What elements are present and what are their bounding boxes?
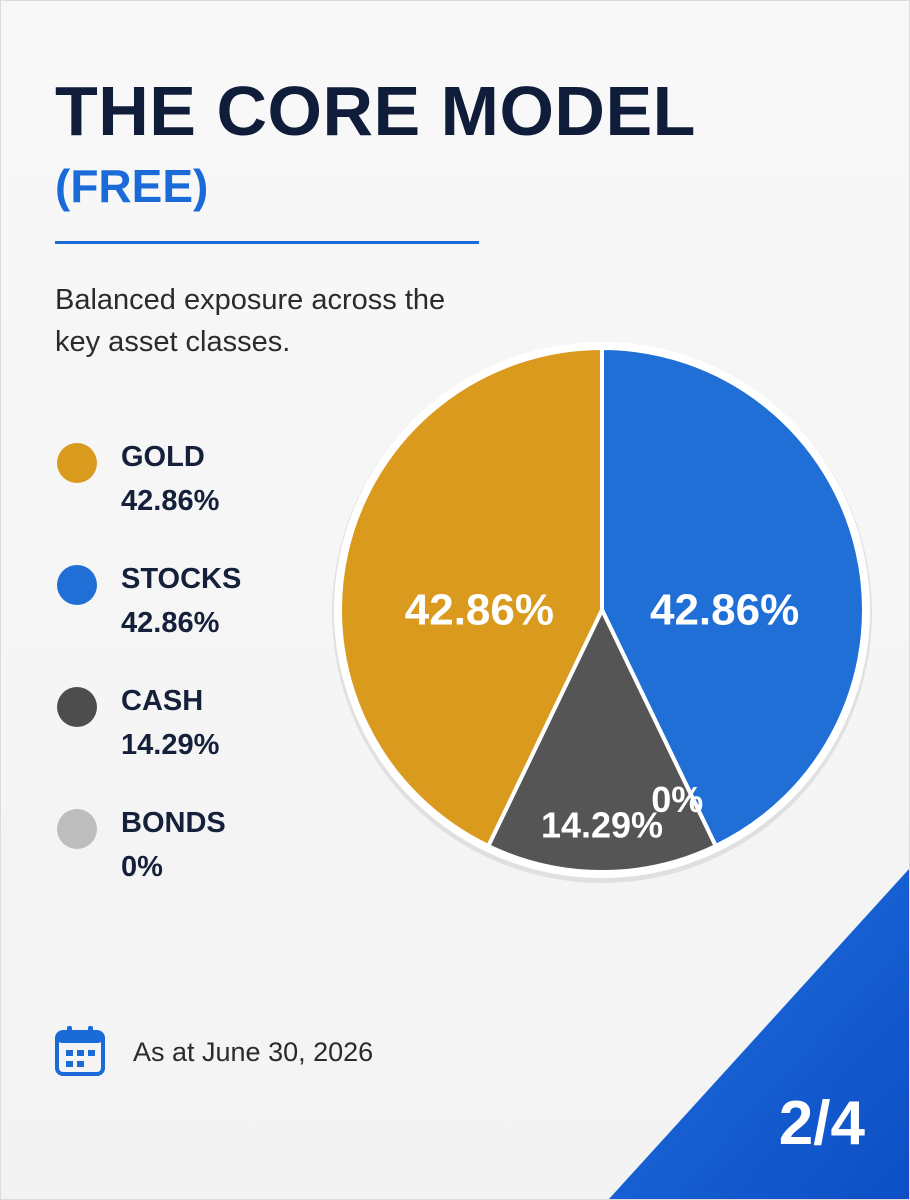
legend-item-gold: GOLD 42.86% <box>55 439 315 519</box>
legend-item-stocks: STOCKS 42.86% <box>55 561 315 641</box>
pie-label-gold: 42.86% <box>405 586 554 635</box>
legend-swatch-bonds <box>57 809 97 849</box>
legend-label-bonds: BONDS <box>121 807 226 839</box>
pie-slice-cash <box>486 608 718 874</box>
as-at-date: As at June 30, 2026 <box>133 1037 374 1067</box>
legend-value-bonds: 0% <box>121 851 163 883</box>
pie-slice-stocks <box>600 346 866 849</box>
legend-label-stocks: STOCKS <box>121 563 242 595</box>
pie-label-cash: 14.29% <box>541 804 663 845</box>
page-subtitle: (FREE) <box>55 160 209 212</box>
as-at-date-row: As at June 30, 2026 <box>53 1023 473 1083</box>
pie-label-stocks: 42.86% <box>650 586 799 635</box>
legend-item-cash: CASH 14.29% <box>55 683 315 763</box>
legend-value-cash: 14.29% <box>121 729 220 761</box>
legend-swatch-cash <box>57 687 97 727</box>
pie-slice-gold <box>338 346 604 849</box>
title-divider <box>55 241 479 244</box>
legend-label-cash: CASH <box>121 685 204 717</box>
legend-swatch-gold <box>57 443 97 483</box>
calendar-icon <box>55 1026 105 1076</box>
pie-label-bonds: 0% <box>651 779 703 820</box>
legend-value-stocks: 42.86% <box>121 607 220 639</box>
legend-item-bonds: BONDS 0% <box>55 805 315 885</box>
legend-value-gold: 42.86% <box>121 485 220 517</box>
corner-accent <box>609 869 909 1199</box>
legend-swatch-stocks <box>57 565 97 605</box>
description-text: Balanced exposure across the key asset c… <box>55 284 446 358</box>
page-indicator: 2/4 <box>778 1089 865 1158</box>
page-title: THE CORE MODEL <box>55 72 696 150</box>
legend-label-gold: GOLD <box>121 441 205 473</box>
